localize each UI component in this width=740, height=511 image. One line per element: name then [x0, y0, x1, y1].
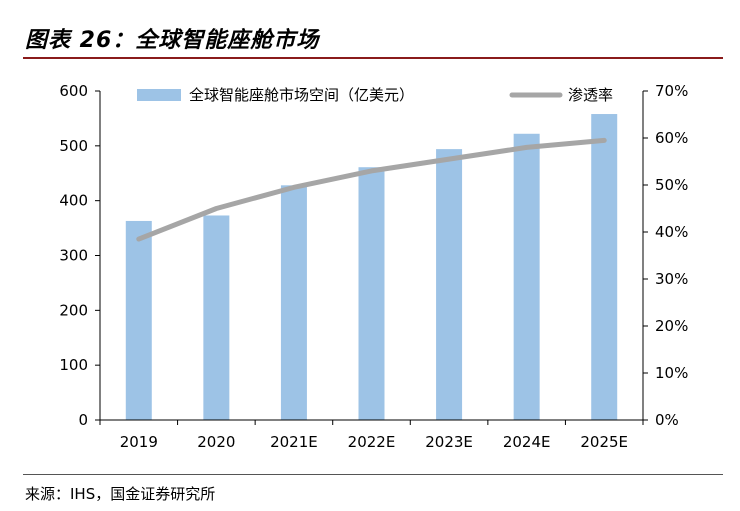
figure-source: 来源：IHS，国金证券研究所 — [25, 485, 216, 503]
x-tick-label: 2023E — [425, 433, 473, 451]
left-tick-label: 500 — [59, 137, 88, 155]
x-tick-label: 2019 — [120, 433, 158, 451]
right-tick-label: 0% — [655, 411, 679, 429]
left-tick-label: 300 — [59, 247, 88, 265]
x-axis-labels: 2019 2020 2021E 2022E 2023E 2024E 2025E — [99, 420, 644, 451]
left-tick-label: 600 — [59, 82, 88, 100]
right-tick-label: 40% — [655, 223, 688, 241]
bar — [280, 185, 307, 420]
legend-bar-label: 全球智能座舱市场空间（亿美元） — [189, 86, 414, 104]
bar — [125, 220, 152, 420]
source-divider — [23, 474, 723, 475]
left-tick-label: 400 — [59, 192, 88, 210]
market-chart: 0 100 200 300 400 500 600 0% 10% 20% 30% 40% 50% 60%… — [59, 82, 688, 451]
bar-series — [125, 114, 618, 420]
legend: 全球智能座舱市场空间（亿美元） 渗透率 — [137, 86, 613, 104]
right-tick-label: 50% — [655, 176, 688, 194]
title-divider — [23, 57, 723, 59]
x-tick-label: 2024E — [503, 433, 551, 451]
x-tick-label: 2025E — [580, 433, 628, 451]
right-tick-label: 20% — [655, 317, 688, 335]
figure-header: 图表 26：全球智能座舱市场 — [0, 0, 740, 60]
right-tick-label: 70% — [655, 82, 688, 100]
x-tick-label: 2021E — [270, 433, 318, 451]
bar — [358, 167, 385, 420]
right-tick-label: 10% — [655, 364, 688, 382]
right-tick-label: 60% — [655, 129, 688, 147]
legend-bar-swatch — [137, 89, 181, 101]
legend-line-label: 渗透率 — [568, 86, 613, 104]
x-tick-label: 2020 — [197, 433, 235, 451]
penetration-line — [136, 137, 607, 242]
bar — [203, 215, 230, 420]
left-axis-ticks: 0 100 200 300 400 500 600 — [59, 82, 100, 429]
bar — [513, 133, 540, 420]
bar — [436, 149, 463, 420]
bar — [591, 114, 618, 420]
figure-title: 图表 26：全球智能座舱市场 — [25, 28, 320, 53]
left-tick-label: 100 — [59, 356, 88, 374]
left-tick-label: 0 — [78, 411, 88, 429]
x-tick-label: 2022E — [348, 433, 396, 451]
right-axis-ticks: 0% 10% 20% 30% 40% 50% 60% 70% — [643, 82, 688, 429]
right-tick-label: 30% — [655, 270, 688, 288]
left-tick-label: 200 — [59, 301, 88, 319]
